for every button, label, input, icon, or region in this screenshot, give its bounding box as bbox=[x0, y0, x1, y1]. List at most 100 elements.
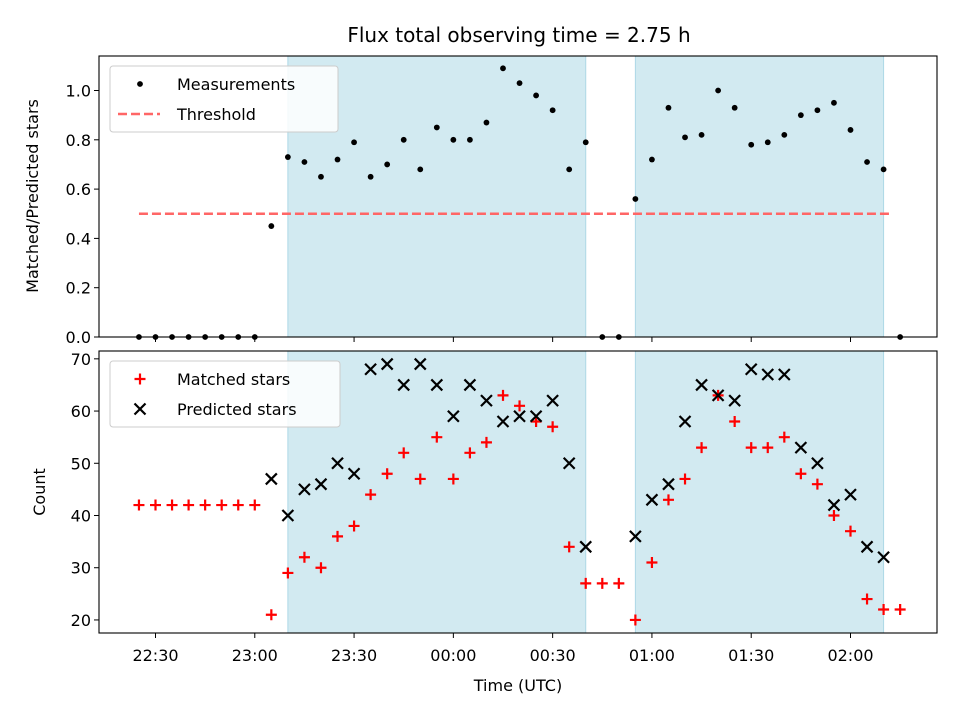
measurement-point bbox=[301, 159, 308, 165]
measurement-point bbox=[351, 139, 357, 146]
predicted-star-point bbox=[447, 410, 460, 423]
predicted-star-point bbox=[496, 415, 510, 428]
y-tick-label: 40 bbox=[71, 507, 91, 526]
bottom-axes: 20 30 40 50 60 70 22:30 23:00 23:30 00:00 00:30 01:… bbox=[71, 350, 938, 665]
matched-star-point bbox=[282, 567, 294, 579]
matched-star-point bbox=[348, 520, 360, 532]
bottom-y-axis-title: Count bbox=[30, 468, 49, 516]
predicted-star-point bbox=[827, 498, 841, 512]
x-tick-label: 00:00 bbox=[430, 646, 476, 665]
x-tick-label: 01:00 bbox=[629, 646, 675, 665]
predicted-star-point bbox=[331, 457, 344, 470]
matched-star-point bbox=[547, 421, 559, 433]
measurement-point bbox=[632, 196, 639, 202]
axes-frame bbox=[98, 350, 938, 634]
matched-star-point bbox=[150, 499, 161, 511]
matched-star-point bbox=[662, 494, 674, 506]
shaded-interval bbox=[634, 55, 885, 338]
predicted-star-point bbox=[347, 467, 361, 480]
y-tick-label: 0.2 bbox=[66, 279, 91, 298]
measurement-point bbox=[384, 161, 391, 168]
measurement-point bbox=[748, 141, 755, 148]
predicted-star-point bbox=[678, 415, 692, 428]
predicted-star-point bbox=[430, 378, 444, 392]
y-tick-label: 0.8 bbox=[66, 131, 91, 150]
matched-star-point bbox=[315, 562, 327, 574]
measurement-point bbox=[483, 119, 490, 126]
predicted-star-point bbox=[265, 472, 278, 486]
matched-star-point bbox=[431, 431, 443, 443]
measurement-point bbox=[764, 139, 771, 146]
predicted-star-point bbox=[364, 363, 377, 376]
bottom-legend: Matched stars Predicted stars bbox=[109, 360, 341, 428]
measurement-point bbox=[582, 139, 589, 146]
legend-box bbox=[109, 65, 339, 133]
legend-label-predicted: Predicted stars bbox=[177, 400, 297, 419]
measurement-point bbox=[284, 154, 291, 160]
x-tick-label: 22:30 bbox=[132, 646, 178, 665]
matched-star-point bbox=[811, 478, 823, 490]
matched-star-point bbox=[497, 389, 509, 401]
matched-star-point bbox=[762, 442, 774, 454]
predicted-star-point bbox=[662, 477, 675, 491]
predicted-star-point bbox=[380, 357, 394, 371]
measurement-point bbox=[549, 107, 556, 114]
y-tick-label: 30 bbox=[71, 559, 91, 578]
y-tick-label: 70 bbox=[71, 350, 91, 369]
measurement-point bbox=[831, 99, 837, 106]
predicted-star-point bbox=[463, 378, 477, 392]
predicted-star-point bbox=[546, 394, 559, 407]
matched-star-point bbox=[464, 447, 476, 459]
measurement-point bbox=[450, 136, 457, 143]
matched-star-point bbox=[232, 499, 244, 511]
measurement-point bbox=[698, 131, 705, 138]
predicted-star-point bbox=[281, 509, 295, 522]
matched-star-point bbox=[861, 593, 873, 605]
matched-star-point bbox=[134, 373, 146, 385]
measurement-point bbox=[433, 124, 440, 131]
measurement-point bbox=[137, 81, 143, 87]
y-tick-label: 60 bbox=[71, 402, 91, 421]
predicted-star-point bbox=[645, 493, 659, 507]
y-tick-label: 20 bbox=[71, 611, 91, 630]
measurement-point bbox=[781, 131, 788, 138]
y-tick-label: 0.4 bbox=[66, 229, 91, 248]
matched-star-point bbox=[265, 609, 277, 621]
measurement-point bbox=[417, 166, 424, 173]
predicted-star-point bbox=[133, 402, 147, 416]
matched-star-point bbox=[646, 557, 658, 568]
matched-star-point bbox=[166, 499, 178, 511]
legend-label-measurements: Measurements bbox=[177, 75, 295, 94]
measurement-point bbox=[566, 166, 573, 173]
measurement-point bbox=[847, 127, 854, 133]
matched-star-point bbox=[629, 614, 641, 626]
matched-star-point bbox=[729, 416, 741, 427]
matched-star-point bbox=[183, 499, 195, 511]
measurement-point bbox=[318, 173, 324, 180]
measurement-point bbox=[864, 159, 870, 165]
x-tick-label: 00:30 bbox=[530, 646, 576, 665]
measurement-point bbox=[797, 112, 804, 119]
matched-star-point bbox=[596, 577, 608, 589]
predicted-star-point bbox=[761, 368, 775, 381]
predicted-star-point bbox=[480, 394, 493, 407]
predicted-star-point bbox=[744, 363, 758, 376]
legend-label-threshold: Threshold bbox=[176, 105, 256, 124]
measurement-point bbox=[500, 65, 506, 72]
measurement-point bbox=[533, 92, 539, 99]
measurement-point bbox=[367, 173, 374, 180]
measurement-point bbox=[814, 107, 821, 114]
matched-star-point bbox=[414, 473, 426, 485]
matched-star-point bbox=[365, 489, 377, 501]
matched-star-point bbox=[795, 468, 807, 480]
measurement-point bbox=[715, 87, 722, 94]
matched-star-point bbox=[216, 499, 228, 511]
predicted-star-point bbox=[711, 389, 725, 402]
top-panel: 0.0 0.2 0.4 0.6 0.8 1.0 Measurements Threshold… bbox=[23, 55, 938, 347]
matched-star-point bbox=[845, 525, 856, 537]
predicted-star-point bbox=[529, 410, 543, 423]
measurement-point bbox=[731, 104, 738, 111]
matched-star-point bbox=[332, 530, 344, 542]
matched-star-point bbox=[894, 604, 906, 615]
measurement-point bbox=[880, 166, 887, 173]
